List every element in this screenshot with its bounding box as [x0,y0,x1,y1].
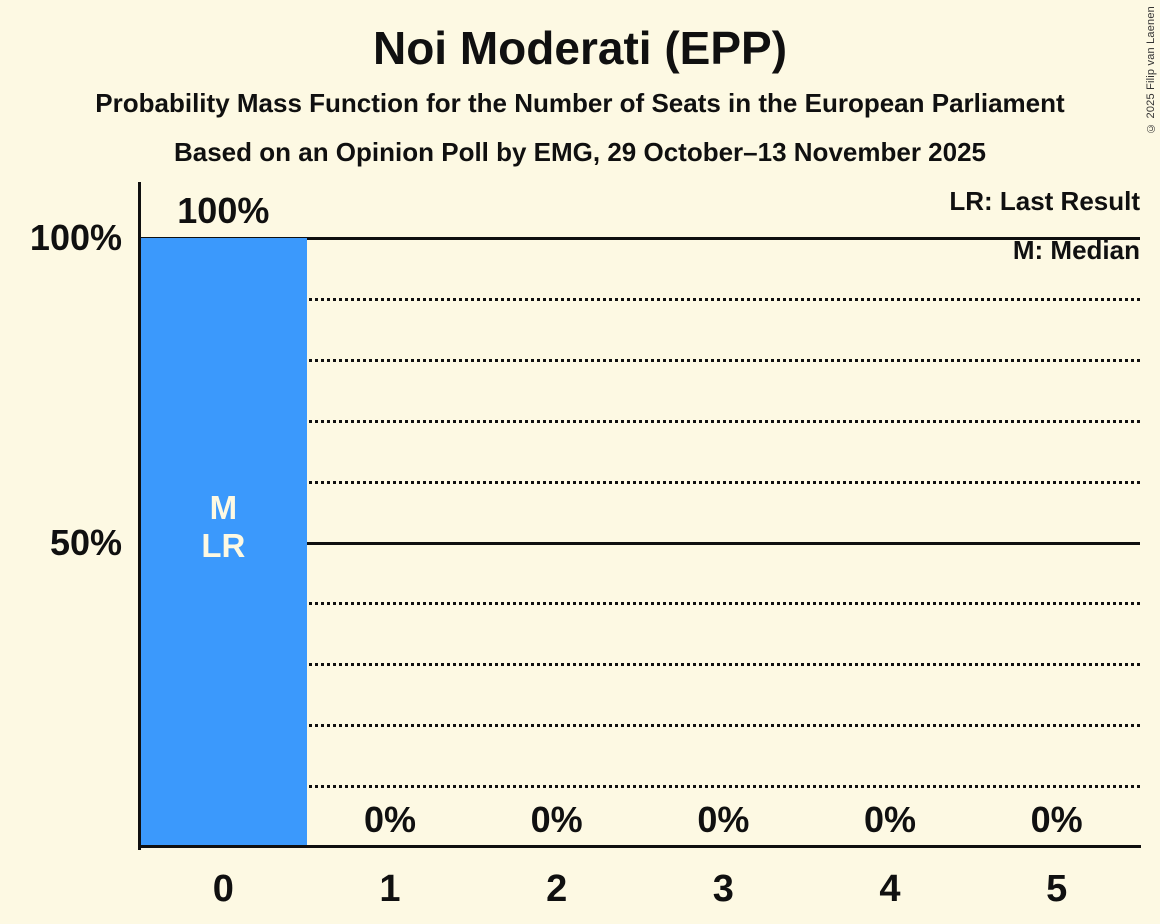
bar-value-label-5: 0% [1030,799,1083,840]
gridline-60pct [140,480,1140,484]
gridline-70pct [140,419,1140,423]
gridline-10pct [140,785,1140,789]
gridline-80pct [140,358,1140,362]
bar-median-lastresult-annotation: M LR [201,489,246,565]
y-tick-label-100: 100% [29,217,122,258]
y-tick-label-50: 50% [49,521,122,563]
bar-value-label-0: 100% [177,190,270,231]
page-title: Noi Moderati (EPP) [372,22,788,74]
plot-area: M LR 100% 0% 0% 0% 0% 0% [140,192,1140,847]
bar-value-label-1: 0% [363,799,416,840]
legend-last-result: LR: Last Result [949,186,1140,216]
legend-median: M: Median [1012,235,1140,265]
y-axis-line [138,182,141,850]
gridline-40pct [140,602,1140,606]
gridline-50pct-solid [140,541,1140,545]
gridline-100pct-solid [140,237,1140,240]
gridline-30pct [140,663,1140,667]
x-tick-label-0: 0 [212,868,234,910]
x-tick-label-4: 4 [879,868,901,910]
gridline-90pct [140,297,1140,301]
x-tick-label-1: 1 [379,868,401,910]
bar-value-label-2: 0% [530,799,583,840]
copyright-notice: © 2025 Filip van Laenen [1145,6,1157,134]
x-axis-line [138,845,1141,848]
chart-subtitle-poll-info: Based on an Opinion Poll by EMG, 29 Octo… [173,137,987,167]
bar-value-label-3: 0% [697,799,750,840]
gridline-20pct [140,724,1140,728]
x-tick-label-5: 5 [1046,868,1068,910]
bar-seats-0 [140,238,307,847]
chart-subtitle: Probability Mass Function for the Number… [95,88,1065,118]
bar-value-label-4: 0% [863,799,916,840]
x-tick-label-3: 3 [712,868,734,910]
x-tick-label-2: 2 [546,868,568,910]
